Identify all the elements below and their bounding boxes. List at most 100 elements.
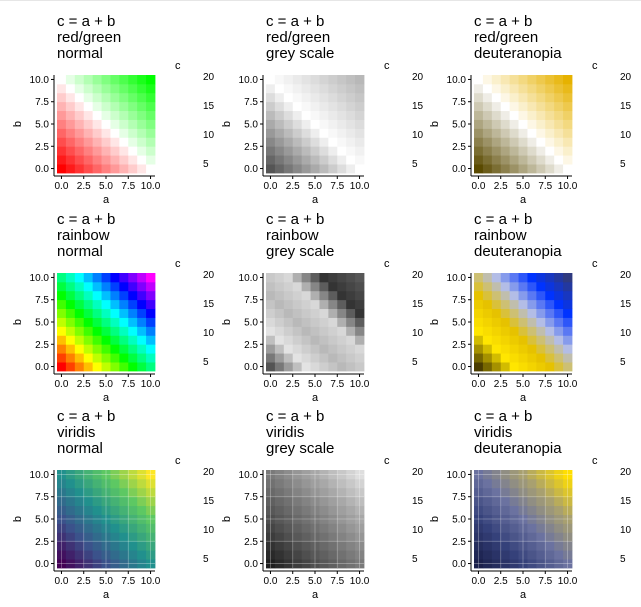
heatmap-tile — [137, 523, 147, 533]
heatmap-tile — [128, 353, 138, 363]
heatmap-tile — [146, 137, 156, 147]
y-tick-label: 2.5 — [244, 142, 258, 153]
heatmap-tile — [57, 523, 67, 533]
heatmap-tile — [536, 110, 546, 120]
heatmap-tile — [563, 281, 573, 292]
heatmap-tile — [65, 487, 76, 498]
heatmap-tile — [292, 128, 303, 138]
heatmap-tile — [137, 281, 147, 292]
heatmap-tile — [328, 128, 338, 138]
heatmap-tile — [274, 137, 285, 147]
heatmap-tile — [65, 308, 76, 318]
legend-title: c — [384, 455, 390, 467]
heatmap-tile — [518, 101, 528, 112]
x-tick-label: 0.0 — [264, 576, 278, 587]
heatmap-tile — [500, 290, 511, 301]
heatmap-tile — [500, 353, 511, 363]
x-tick-label: 2.5 — [286, 181, 300, 192]
heatmap-tile — [119, 505, 129, 515]
heatmap-tile — [57, 487, 67, 498]
heatmap-tile — [119, 308, 129, 318]
panel-title-line: rainbow — [474, 227, 527, 244]
heatmap-tile — [536, 532, 546, 542]
legend-tick-label: 5 — [203, 357, 209, 368]
heatmap-tile — [283, 290, 294, 301]
heatmap-tile — [474, 146, 484, 156]
heatmap-tile — [74, 559, 85, 569]
heatmap-tile — [310, 541, 320, 551]
heatmap-tile — [65, 155, 76, 165]
y-tick-label: 0.0 — [452, 559, 466, 570]
heatmap-tile — [83, 541, 94, 551]
x-axis-label: a — [520, 392, 527, 404]
heatmap-tile — [110, 344, 120, 354]
heatmap-tile — [563, 550, 573, 560]
heatmap-tile — [518, 290, 528, 301]
legend-title: c — [175, 258, 181, 270]
y-tick-label: 7.5 — [244, 97, 258, 108]
y-tick-label: 2.5 — [35, 537, 49, 548]
heatmap-tile — [310, 523, 320, 533]
y-tick-label: 0.0 — [244, 164, 258, 175]
heatmap-tile — [536, 155, 546, 165]
heatmap-tile — [74, 164, 85, 174]
heatmap-tile — [74, 532, 85, 542]
heatmap-tile — [110, 119, 120, 129]
y-axis-label: b — [12, 516, 24, 522]
heatmap-tile — [137, 326, 147, 336]
heatmap-tile — [319, 559, 329, 569]
heatmap-tile — [545, 505, 555, 515]
heatmap-tile — [319, 137, 329, 147]
heatmap-tile — [301, 541, 311, 551]
heatmap-tile — [337, 559, 347, 569]
heatmap-tile — [346, 505, 356, 515]
heatmap-tile — [545, 110, 555, 120]
heatmap-tile — [101, 101, 111, 112]
panel-title-line: normal — [57, 243, 103, 260]
heatmap-tile — [274, 541, 285, 551]
heatmap-tile — [545, 155, 555, 165]
heatmap-tile — [83, 559, 94, 569]
heatmap-tile — [509, 128, 519, 138]
heatmap-tile — [83, 496, 94, 507]
heatmap-tile — [310, 146, 320, 156]
panel-title-line: c = a + b — [474, 13, 532, 30]
heatmap-tile — [355, 532, 365, 542]
heatmap-tile — [283, 75, 294, 85]
heatmap-tile — [83, 326, 94, 336]
heatmap-tile — [355, 128, 365, 138]
heatmap-tile — [518, 559, 528, 569]
heatmap-tile — [491, 83, 502, 94]
legend-tick-label: 20 — [620, 467, 632, 478]
heatmap-tile — [527, 514, 537, 524]
heatmap-tile — [563, 110, 573, 120]
heatmap-tile — [292, 478, 303, 489]
heatmap-tile — [518, 541, 528, 551]
heatmap-tile — [292, 164, 303, 174]
heatmap-tile — [57, 128, 67, 138]
heatmap-tile — [101, 487, 111, 498]
heatmap-tile — [482, 290, 493, 301]
heatmap-tile — [146, 353, 156, 363]
heatmap-tile — [554, 487, 564, 498]
heatmap-tile — [509, 353, 519, 363]
heatmap-tile — [346, 478, 356, 489]
heatmap-tile — [482, 281, 493, 292]
heatmap-tile — [101, 119, 111, 129]
heatmap-tile — [57, 326, 67, 336]
heatmap-tile — [266, 308, 276, 318]
heatmap-tile — [83, 362, 94, 372]
heatmap-tile — [545, 514, 555, 524]
heatmap-tile — [563, 523, 573, 533]
heatmap-tile — [328, 523, 338, 533]
heatmap-tile — [274, 532, 285, 542]
heatmap-tile — [57, 146, 67, 156]
heatmap-tile — [500, 541, 511, 551]
heatmap-tile — [92, 137, 102, 147]
heatmap-tile — [137, 164, 147, 174]
heatmap-tile — [101, 128, 111, 138]
heatmap-tile — [119, 290, 129, 301]
heatmap-tile — [545, 128, 555, 138]
heatmap-tile — [274, 281, 285, 292]
